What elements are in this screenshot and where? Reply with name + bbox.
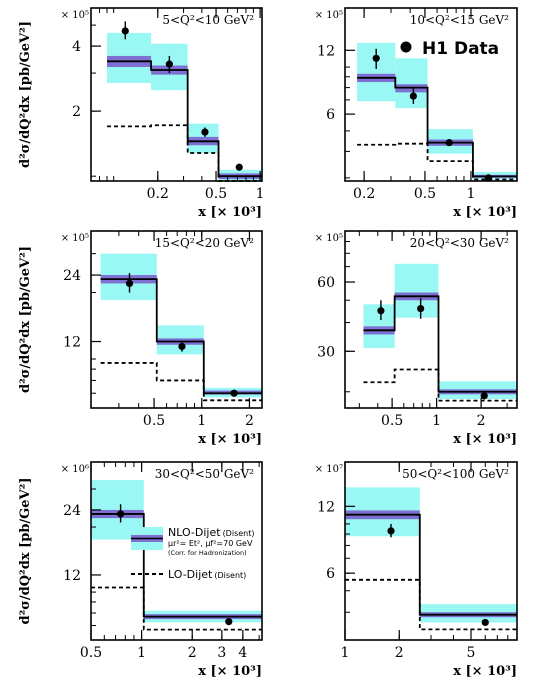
y-exponent: × 10⁵ bbox=[315, 10, 343, 21]
panel-title: 30<Q²<50 GeV² bbox=[155, 467, 254, 481]
nlo-dijet-line bbox=[106, 60, 262, 178]
x-tick-label: 1 bbox=[467, 186, 476, 202]
data-point bbox=[372, 54, 380, 62]
y-tick-label: 12 bbox=[317, 43, 335, 59]
lo-dijet-line bbox=[91, 586, 262, 631]
panel-title: 5<Q²<10 GeV² bbox=[162, 13, 254, 27]
y-exponent: × 10⁵ bbox=[61, 233, 89, 244]
y-tick-label: 60 bbox=[317, 275, 335, 291]
data-point bbox=[481, 618, 489, 627]
panel-title: 20<Q²<30 GeV² bbox=[410, 236, 509, 250]
panel-frame bbox=[344, 230, 518, 409]
panel-frame bbox=[90, 461, 263, 641]
y-tick-label: 6 bbox=[326, 107, 335, 123]
x-tick-label: 1 bbox=[137, 645, 146, 661]
data-point bbox=[225, 617, 233, 626]
x-axis-label: x [× 10³] bbox=[453, 664, 517, 679]
y-axis-label: d²σ/dQ²dx [pb/GeV²] bbox=[18, 246, 33, 393]
y-exponent: × 10⁵ bbox=[61, 10, 89, 21]
nlo-dijet-line bbox=[357, 76, 517, 178]
data-point bbox=[230, 389, 238, 397]
y-exponent: × 10⁷ bbox=[315, 464, 343, 475]
x-tick-label: 1 bbox=[256, 186, 265, 202]
x-tick-label: 2 bbox=[188, 645, 197, 661]
x-axis-label: x [× 10³] bbox=[198, 664, 262, 679]
x-tick-label: 0.5 bbox=[205, 186, 227, 202]
x-axis-label: x [× 10³] bbox=[198, 432, 262, 447]
data-point bbox=[417, 304, 425, 313]
y-exponent: × 10⁵ bbox=[315, 233, 343, 244]
panel-title: 15<Q²<20 GeV² bbox=[155, 236, 254, 250]
x-tick-label: 0.5 bbox=[414, 186, 436, 202]
x-tick-label: 4 bbox=[238, 645, 247, 661]
y-tick-label: 12 bbox=[63, 568, 81, 584]
panel-frame bbox=[90, 230, 263, 409]
x-tick-label: 1 bbox=[341, 645, 350, 661]
y-tick-label: 2 bbox=[72, 104, 81, 120]
data-point bbox=[377, 307, 385, 315]
x-tick-label: 0.5 bbox=[80, 645, 102, 661]
data-point bbox=[178, 342, 186, 351]
x-tick-label: 1 bbox=[197, 413, 206, 429]
data-point bbox=[484, 174, 492, 182]
lo-dijet-line bbox=[363, 368, 517, 402]
x-tick-label: 0.5 bbox=[381, 413, 403, 429]
y-tick-label: 4 bbox=[72, 39, 81, 55]
nlo-dijet-line bbox=[100, 278, 262, 395]
data-point bbox=[445, 139, 453, 147]
nlo-dijet-line bbox=[345, 513, 517, 616]
x-tick-label: 1 bbox=[432, 413, 441, 429]
nlo-uncertainty-band bbox=[395, 58, 428, 109]
panel-title: 50<Q²<100 GeV² bbox=[402, 467, 509, 481]
x-tick-label: 5 bbox=[467, 645, 476, 661]
x-axis-label: x [× 10³] bbox=[453, 205, 517, 220]
panel-2: 0.2 0.5 1 6 12 × 10⁵ 10<Q²<15 GeV² x [× 10³] bbox=[315, 7, 518, 220]
y-tick-label: 12 bbox=[63, 335, 81, 351]
panel-1: 0.2 0.5 1 2 4 × 10⁵ 5<Q²<10 GeV² x [× 10³] d²σ/d… bbox=[18, 7, 265, 220]
x-tick-label: 2 bbox=[395, 645, 404, 661]
y-axis-label: d²σ/dQ²dx [pb/GeV²] bbox=[18, 478, 33, 625]
panel-4: 0.5 1 2 30 60 × 10⁵ 20<Q²<30 GeV² x [× 10³] bbox=[315, 230, 518, 447]
y-axis-label: d²σ/dQ²dx [pb/GeV²] bbox=[18, 21, 33, 168]
nlo-uncertainty-band bbox=[394, 263, 439, 318]
x-tick-label: 3 bbox=[217, 645, 226, 661]
x-axis-label: x [× 10³] bbox=[198, 205, 262, 220]
panel-frame bbox=[344, 7, 518, 182]
x-tick-label: 0.2 bbox=[147, 186, 169, 202]
data-point bbox=[235, 163, 243, 171]
data-point bbox=[201, 128, 209, 136]
lo-dijet-line bbox=[100, 362, 262, 402]
panel-frame bbox=[90, 7, 263, 182]
nlo-dijet-line bbox=[363, 295, 517, 393]
y-tick-label: 30 bbox=[317, 344, 335, 360]
y-tick-label: 12 bbox=[317, 499, 335, 515]
panel-title: 10<Q²<15 GeV² bbox=[410, 13, 509, 27]
data-point bbox=[387, 527, 395, 535]
x-tick-label: 2 bbox=[245, 413, 254, 429]
y-exponent: × 10⁶ bbox=[61, 464, 89, 475]
data-point bbox=[121, 27, 129, 35]
x-tick-label: 0.5 bbox=[143, 413, 165, 429]
data-point bbox=[117, 510, 125, 518]
data-point bbox=[165, 60, 173, 68]
y-tick-label: 6 bbox=[326, 566, 335, 582]
x-tick-label: 2 bbox=[477, 413, 486, 429]
y-tick-label: 24 bbox=[63, 503, 81, 519]
x-tick-label: 0.2 bbox=[353, 186, 375, 202]
y-tick-label: 24 bbox=[63, 268, 81, 284]
data-point bbox=[125, 279, 134, 288]
x-axis-label: x [× 10³] bbox=[453, 432, 517, 447]
data-point bbox=[409, 92, 417, 100]
data-point bbox=[480, 392, 488, 400]
